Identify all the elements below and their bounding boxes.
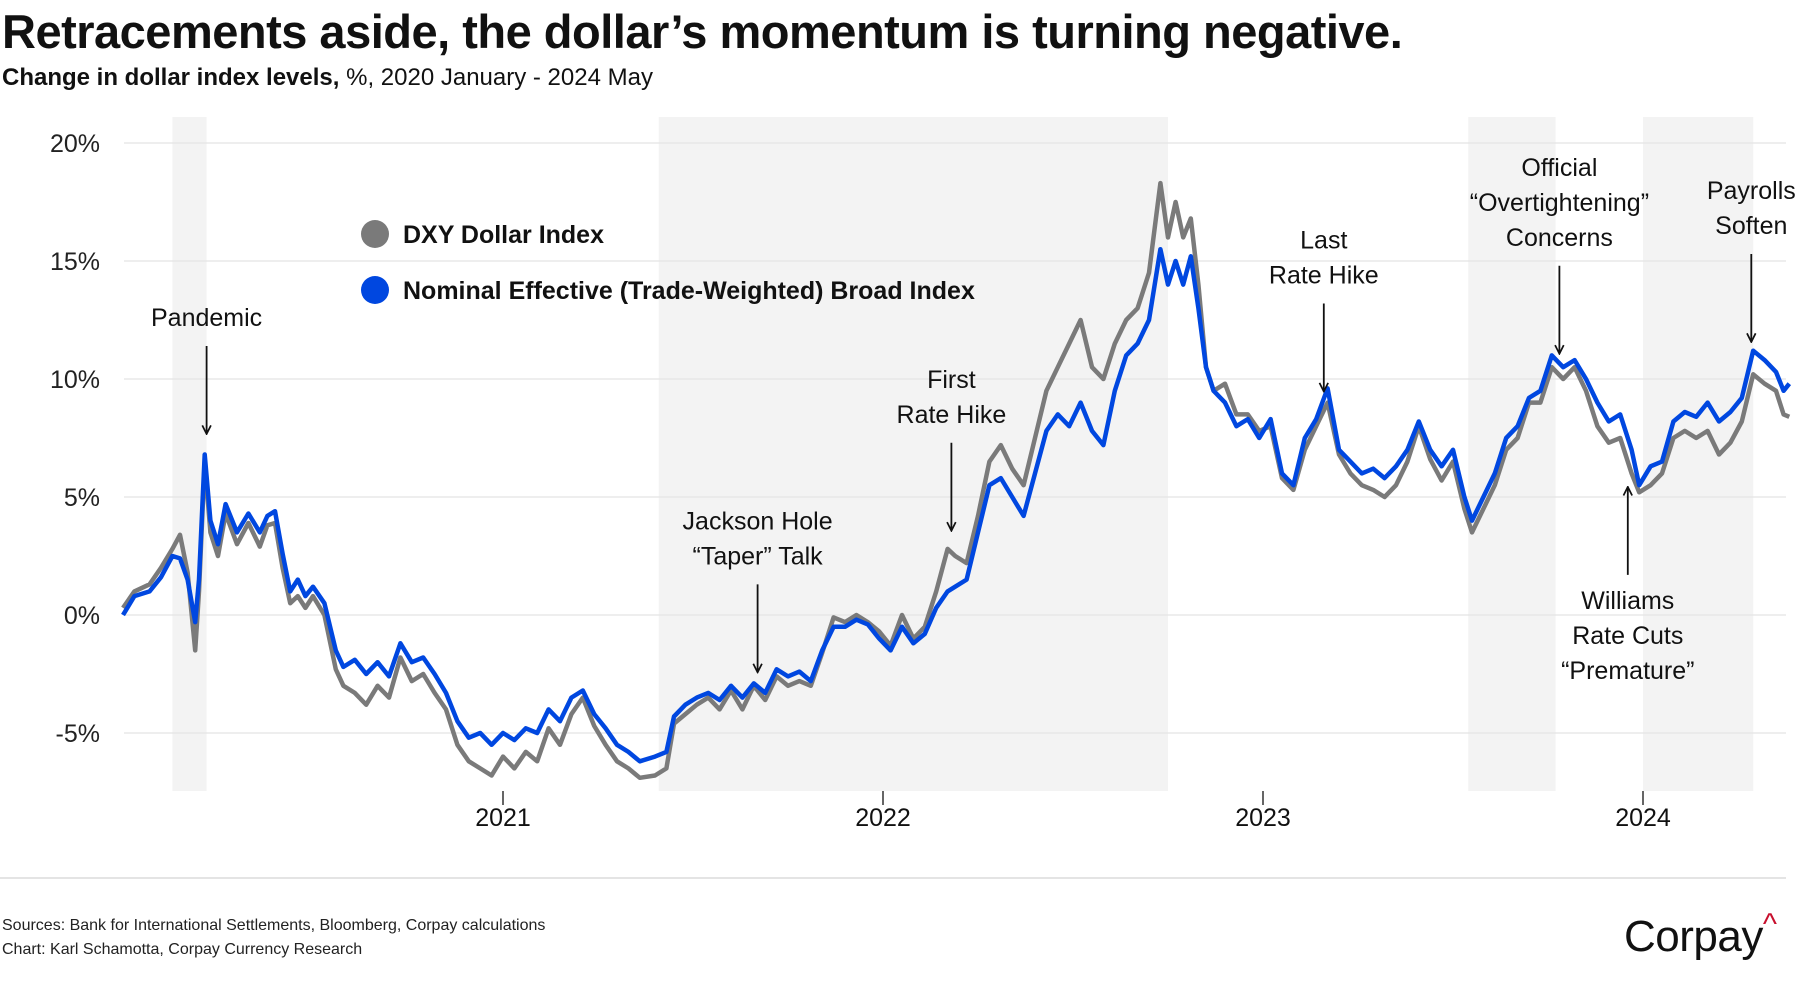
annotation-label: “Overtightening” bbox=[1470, 189, 1649, 217]
annotation-label: Jackson Hole bbox=[683, 507, 833, 535]
shaded-period bbox=[172, 117, 207, 791]
shaded-period bbox=[1643, 117, 1754, 791]
logo-caret-icon: ^ bbox=[1762, 908, 1777, 941]
x-tick-label: 2023 bbox=[1235, 804, 1291, 832]
annotation: Last Rate Hike bbox=[1269, 227, 1379, 392]
legend-dxy-swatch bbox=[361, 220, 389, 248]
chart-title: Retracements aside, the dollar’s momentu… bbox=[2, 5, 1403, 58]
broad-series-line bbox=[121, 246, 1792, 764]
y-tick-label: -5% bbox=[56, 720, 100, 748]
annotation-label: Official bbox=[1521, 154, 1597, 182]
shaded-periods bbox=[172, 117, 1754, 791]
dxy-series-line bbox=[121, 180, 1791, 781]
chart-subtitle: Change in dollar index levels, %, 2020 J… bbox=[2, 64, 653, 92]
logo-text: Corpay bbox=[1624, 912, 1763, 961]
chart-credit: Chart: Karl Schamotta, Corpay Currency R… bbox=[2, 941, 363, 958]
annotation-label: “Taper” Talk bbox=[693, 542, 824, 570]
annotation: Williams Rate Cuts “Premature” bbox=[1561, 487, 1694, 685]
annotation-label: Last bbox=[1300, 227, 1347, 255]
annotation: Jackson Hole “Taper” Talk bbox=[683, 507, 833, 672]
annotation-label: Pandemic bbox=[151, 304, 262, 332]
y-tick-label: 15% bbox=[50, 248, 100, 276]
legend-broad-swatch bbox=[361, 276, 389, 304]
y-tick-label: 20% bbox=[50, 130, 100, 158]
annotation-label: Concerns bbox=[1506, 224, 1613, 252]
annotation: Payrolls Soften bbox=[1707, 177, 1796, 342]
subtitle-bold: Change in dollar index levels, bbox=[2, 64, 340, 91]
corpay-logo: Corpay^ bbox=[1624, 908, 1777, 962]
series-lines bbox=[121, 180, 1792, 781]
shaded-period bbox=[1468, 117, 1556, 791]
y-tick-label: 5% bbox=[64, 484, 100, 512]
legend-dxy-label: DXY Dollar Index bbox=[403, 221, 604, 249]
shaded-period bbox=[658, 117, 1168, 791]
legend: DXY Dollar Index Nominal Effective (Trad… bbox=[361, 220, 975, 305]
annotation-label: Rate Cuts bbox=[1572, 622, 1683, 650]
annotation-label: Soften bbox=[1715, 212, 1787, 240]
sources-note: Sources: Bank for International Settleme… bbox=[2, 917, 546, 934]
x-axis: 2021 2022 2023 2024 bbox=[475, 791, 1671, 832]
annotation-label: “Premature” bbox=[1561, 657, 1694, 685]
y-tick-label: 10% bbox=[50, 366, 100, 394]
legend-broad-label: Nominal Effective (Trade-Weighted) Broad… bbox=[403, 277, 975, 305]
x-tick-label: 2024 bbox=[1615, 804, 1671, 832]
annotation: First Rate Hike bbox=[897, 366, 1007, 531]
annotation-label: Rate Hike bbox=[1269, 262, 1379, 290]
annotations: Pandemic Jackson Hole “Taper” Talk First Rat… bbox=[151, 154, 1796, 685]
annotation-label: Williams bbox=[1581, 587, 1674, 615]
x-tick-label: 2021 bbox=[475, 804, 531, 832]
y-axis: 20% 15% 10% 5% 0% -5% bbox=[50, 130, 100, 748]
annotation-label: First bbox=[927, 366, 976, 394]
x-tick-label: 2022 bbox=[855, 804, 911, 832]
annotation: Pandemic bbox=[151, 304, 262, 434]
annotation-label: Rate Hike bbox=[897, 401, 1007, 429]
annotation-label: Payrolls bbox=[1707, 177, 1796, 205]
subtitle-rest: %, 2020 January - 2024 May bbox=[339, 64, 653, 91]
gridlines bbox=[124, 142, 1786, 734]
y-tick-label: 0% bbox=[64, 602, 100, 630]
annotation: Official “Overtightening” Concerns bbox=[1470, 154, 1649, 354]
